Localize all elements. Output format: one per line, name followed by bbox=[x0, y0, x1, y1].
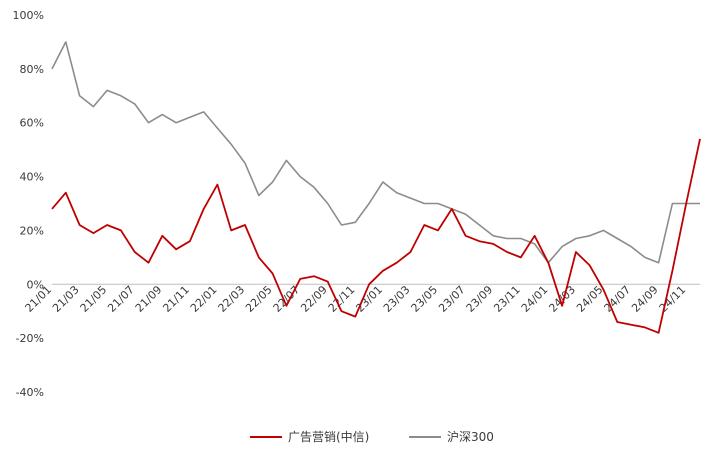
y-tick-label: 60% bbox=[20, 117, 44, 130]
y-tick-label: -40% bbox=[16, 386, 44, 399]
x-tick-label: 23/07 bbox=[436, 283, 468, 315]
x-tick-label: 21/05 bbox=[78, 283, 110, 315]
legend: 广告营销(中信) 沪深300 bbox=[250, 429, 494, 444]
x-tick-label: 24/09 bbox=[629, 283, 661, 315]
x-tick-label: 21/09 bbox=[133, 283, 165, 315]
x-tick-label: 22/07 bbox=[271, 283, 303, 315]
x-tick-label: 21/11 bbox=[160, 283, 192, 315]
y-tick-label: 0% bbox=[27, 278, 44, 291]
y-tick-label: 100% bbox=[13, 9, 44, 22]
x-tick-label: 22/09 bbox=[298, 283, 330, 315]
y-tick-label: 40% bbox=[20, 171, 44, 184]
x-tick-label: 24/07 bbox=[602, 283, 634, 315]
x-tick-label: 24/11 bbox=[657, 283, 689, 315]
x-tick-label: 22/01 bbox=[188, 283, 220, 315]
series-layer bbox=[51, 41, 701, 334]
series-line-2 bbox=[51, 41, 700, 264]
x-tick-label: 23/03 bbox=[381, 283, 413, 315]
x-tick-label: 21/03 bbox=[50, 283, 82, 315]
legend-label-series-2: 沪深300 bbox=[447, 430, 494, 444]
x-tick-label: 24/01 bbox=[519, 283, 551, 315]
y-tick-label: 20% bbox=[20, 224, 44, 237]
x-tick-label: 21/07 bbox=[105, 283, 137, 315]
x-tick-label: 24/03 bbox=[546, 283, 578, 315]
x-tick-label: 23/11 bbox=[491, 283, 523, 315]
series-line-1 bbox=[51, 138, 701, 334]
x-tick-label: 22/03 bbox=[216, 283, 248, 315]
y-axis: -40% -20% 0% 20% 40% 60% 80% 100% bbox=[13, 9, 44, 399]
x-axis: 21/0121/0321/0521/0721/0921/1122/0122/03… bbox=[23, 283, 689, 315]
x-tick-label: 22/05 bbox=[243, 283, 275, 315]
y-tick-label: -20% bbox=[16, 332, 44, 345]
x-tick-label: 23/05 bbox=[409, 283, 441, 315]
x-tick-label: 23/09 bbox=[464, 283, 496, 315]
x-tick-label: 24/05 bbox=[574, 283, 606, 315]
legend-label-series-1: 广告营销(中信) bbox=[288, 429, 369, 444]
y-tick-label: 80% bbox=[20, 63, 44, 76]
